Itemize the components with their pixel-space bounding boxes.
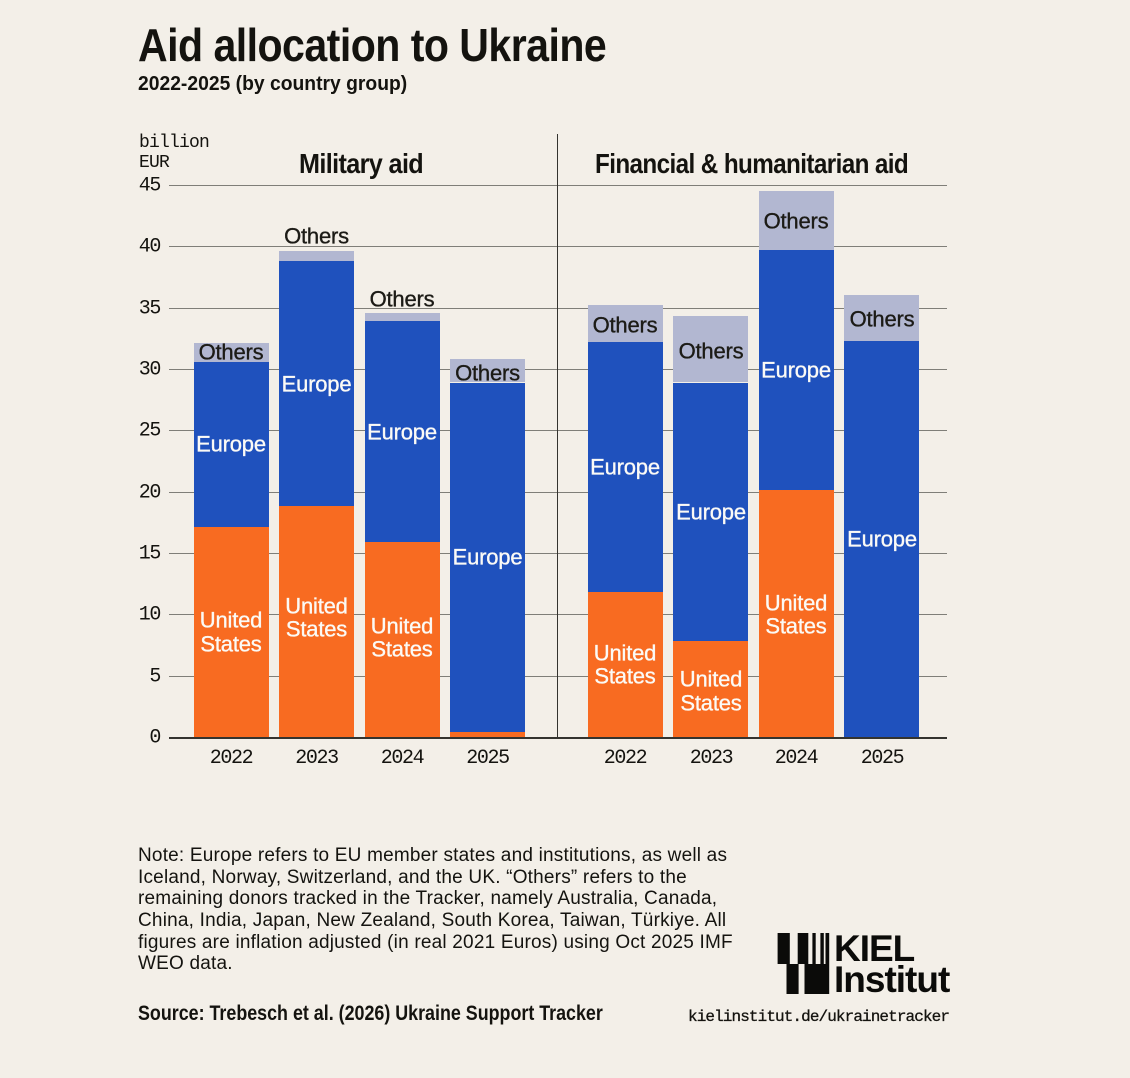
svg-text:KIEL: KIEL xyxy=(834,932,915,969)
svg-text:Institut: Institut xyxy=(834,959,950,994)
